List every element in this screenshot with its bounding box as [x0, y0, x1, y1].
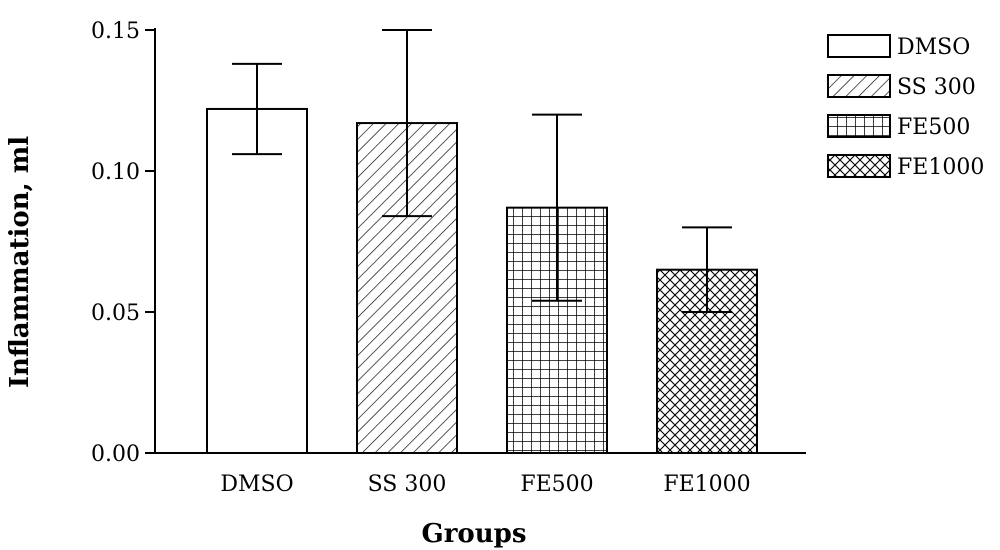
bars	[206, 107, 758, 455]
legend-label: FE500	[897, 115, 970, 140]
legend-label: DMSO	[897, 35, 970, 60]
x-tick-label: FE1000	[663, 472, 750, 497]
y-tick-label: 0.00	[91, 442, 140, 467]
error-bar	[232, 62, 282, 156]
error-bar	[532, 113, 582, 302]
legend-entry: SS 300	[827, 74, 976, 100]
error-bar	[682, 226, 732, 313]
x-axis-tick-labels: DMSO SS 300 FE500 FE1000	[220, 472, 750, 497]
y-tick-label: 0.15	[91, 19, 140, 44]
x-axis-title: Groups	[422, 519, 527, 549]
y-tick-label: 0.05	[91, 301, 140, 326]
legend-entry: FE1000	[827, 154, 984, 180]
legend-label: FE1000	[897, 155, 984, 180]
legend-swatch	[827, 154, 891, 178]
legend-label: SS 300	[897, 75, 976, 100]
legend-swatch	[827, 74, 891, 98]
x-tick-label: SS 300	[368, 472, 447, 497]
legend-swatch	[827, 114, 891, 138]
legend-entry: DMSO	[827, 34, 970, 60]
x-tick-label: DMSO	[220, 472, 293, 497]
error-bars	[232, 29, 732, 313]
y-axis-title: Inflammation, ml	[5, 136, 35, 388]
bar-dmso	[206, 107, 308, 455]
y-axis-ticks: 0.00 0.05 0.10 0.15	[91, 19, 155, 467]
y-tick-label: 0.10	[91, 160, 140, 185]
legend-swatch	[827, 34, 891, 58]
error-bar	[382, 29, 432, 218]
legend: DMSO SS 300 FE500 FE1000	[827, 34, 984, 180]
x-tick-label: FE500	[520, 472, 593, 497]
legend-entry: FE500	[827, 114, 970, 140]
